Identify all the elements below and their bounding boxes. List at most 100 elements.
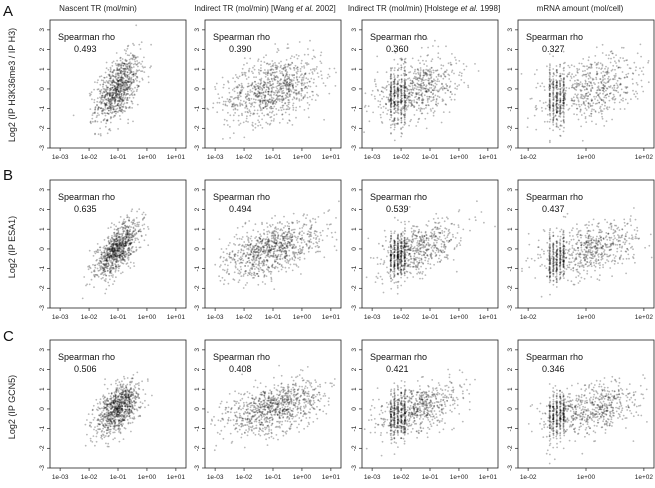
scatter-point	[247, 85, 250, 88]
scatter-point	[454, 82, 456, 85]
scatter-point	[377, 100, 380, 102]
scatter-point	[286, 75, 289, 78]
scatter-point	[615, 65, 618, 67]
scatter-point	[207, 108, 210, 111]
scatter-point	[588, 80, 590, 83]
scatter-point	[274, 71, 277, 74]
scatter-point	[106, 101, 108, 104]
scatter-point	[111, 276, 114, 278]
scatter-point	[257, 84, 259, 87]
scatter-point	[100, 94, 103, 97]
scatter-point	[237, 86, 240, 89]
scatter-point	[115, 104, 118, 107]
scatter-point	[124, 96, 127, 99]
scatter-point	[274, 214, 276, 217]
scatter-point	[261, 127, 264, 129]
scatter-point	[117, 99, 119, 102]
scatter-point	[111, 96, 113, 99]
scatter-point	[104, 103, 107, 106]
scatter-point	[123, 49, 126, 51]
scatter-point	[275, 101, 278, 103]
scatter-point	[121, 233, 124, 236]
scatter-point	[639, 67, 641, 70]
scatter-point	[448, 111, 451, 113]
scatter-point	[398, 79, 401, 81]
scatter-point	[132, 227, 135, 230]
scatter-point	[104, 109, 106, 111]
scatter-point	[117, 90, 120, 93]
scatter-point	[245, 105, 248, 108]
scatter-point	[298, 98, 301, 100]
scatter-point	[283, 91, 286, 94]
scatter-point	[600, 87, 603, 89]
scatter-point	[415, 88, 418, 91]
scatter-point	[124, 110, 126, 113]
x-tick-label: 1e-01	[422, 154, 439, 161]
scatter-point	[583, 73, 586, 76]
scatter-point	[562, 67, 565, 70]
scatter-point	[558, 81, 561, 84]
scatter-point	[605, 89, 607, 92]
scatter-point	[113, 87, 116, 90]
scatter-point	[113, 238, 116, 241]
scatter-point	[605, 71, 608, 73]
scatter-point	[106, 112, 109, 115]
scatter-point	[333, 67, 336, 70]
scatter-point	[542, 102, 545, 104]
scatter-point	[273, 74, 275, 77]
scatter-point	[125, 92, 128, 95]
scatter-point	[275, 66, 277, 69]
scatter-point	[248, 109, 251, 111]
scatter-point	[125, 99, 128, 102]
scatter-point	[364, 92, 367, 95]
scatter-point	[614, 60, 616, 63]
scatter-point	[275, 71, 278, 73]
scatter-point	[267, 99, 270, 101]
scatter-point	[417, 118, 420, 121]
scatter-point	[616, 87, 619, 89]
scatter-point	[568, 71, 571, 74]
scatter-point	[126, 97, 129, 99]
spearman-value: 0.327	[542, 44, 565, 54]
scatter-point	[393, 120, 395, 123]
scatter-point	[400, 99, 403, 102]
scatter-point	[292, 212, 295, 215]
scatter-point	[259, 106, 262, 109]
scatter-point	[393, 94, 396, 97]
scatter-point	[104, 98, 107, 101]
scatter-point	[92, 255, 95, 257]
scatter-point	[118, 221, 121, 224]
scatter-point	[562, 90, 564, 93]
scatter-point	[279, 79, 281, 82]
scatter-point	[571, 105, 573, 107]
scatter-point	[562, 95, 565, 97]
scatter-point	[229, 100, 232, 103]
scatter-point	[573, 103, 576, 105]
scatter-point	[289, 63, 292, 66]
scatter-point	[605, 107, 608, 110]
scatter-point	[593, 108, 595, 111]
scatter-point	[116, 73, 119, 76]
scatter-point	[120, 76, 123, 79]
scatter-point	[253, 76, 255, 79]
y-tick-label: -1	[507, 105, 514, 111]
scatter-point	[136, 76, 139, 79]
scatter-point	[284, 63, 287, 66]
scatter-point	[226, 119, 228, 122]
scatter-point	[373, 80, 376, 83]
scatter-point	[456, 85, 459, 88]
scatter-point	[270, 107, 273, 110]
scatter-point	[419, 67, 422, 69]
scatter-point	[107, 92, 109, 95]
scatter-point	[117, 76, 120, 79]
scatter-point	[127, 81, 130, 83]
scatter-point	[278, 84, 281, 87]
x-tick-label: 1e+00	[450, 154, 469, 161]
scatter-point	[455, 59, 457, 61]
scatter-point	[111, 91, 114, 94]
scatter-point	[113, 86, 116, 88]
scatter-point	[96, 100, 99, 103]
y-tick-label: 3	[507, 28, 514, 32]
scatter-point	[240, 238, 243, 241]
